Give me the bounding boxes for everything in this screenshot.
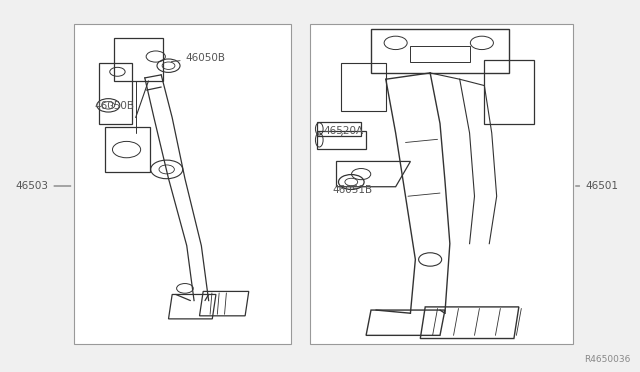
Text: 46051B: 46051B: [333, 185, 373, 195]
Text: 46050B: 46050B: [172, 53, 226, 62]
Text: 46520A: 46520A: [323, 126, 364, 136]
Text: 46503: 46503: [15, 181, 48, 191]
Bar: [74, 24, 291, 344]
Text: R4650036: R4650036: [584, 355, 630, 364]
Text: 46050B: 46050B: [95, 101, 135, 111]
Text: 46501: 46501: [586, 181, 619, 191]
Bar: [310, 24, 573, 344]
